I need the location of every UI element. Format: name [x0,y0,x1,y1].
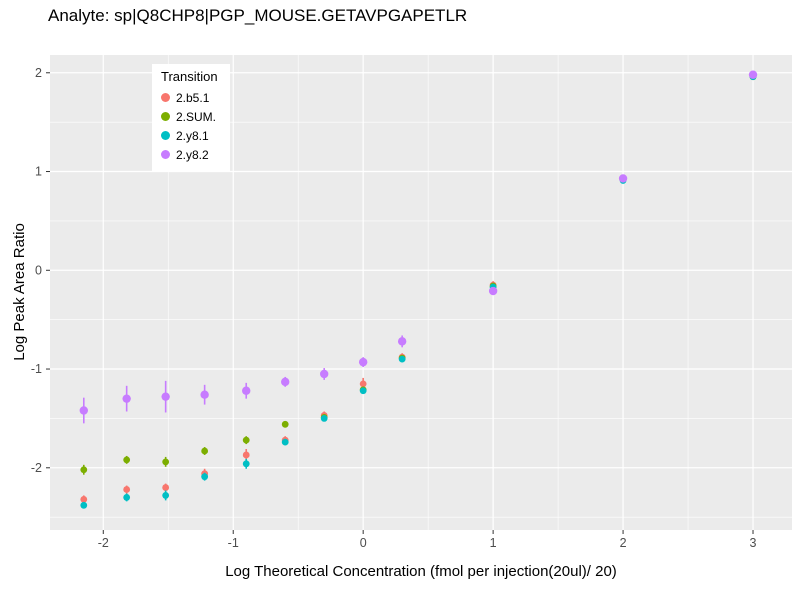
data-point [281,377,290,387]
data-point [488,286,498,296]
data-point [281,438,289,446]
data-point [281,420,289,428]
y-axis-title: Log Peak Area Ratio [11,223,28,361]
legend-key-dot [161,131,170,140]
legend-item: 2.y8.2 [161,145,218,164]
legend-label: 2.y8.2 [176,147,209,162]
x-tick-label: 3 [750,536,757,550]
legend-item: 2.SUM. [161,107,218,126]
x-tick-label: 1 [490,536,497,550]
data-point [242,451,250,459]
plot-title: Analyte: sp|Q8CHP8|PGP_MOUSE.GETAVPGAPET… [48,6,468,25]
data-point [397,337,407,346]
data-point [162,484,170,491]
x-axis-title: Log Theoretical Concentration (fmol per … [225,563,617,580]
data-point [123,486,131,493]
legend-key-dot [161,112,170,121]
legend-item: 2.y8.1 [161,126,218,145]
legend-items: 2.b5.1 2.SUM. 2.y8.1 2.y8.2 [161,88,218,164]
data-point [319,369,329,379]
y-tick-label: 1 [35,165,42,179]
data-point [200,390,209,399]
data-point [242,436,250,444]
y-tick-label: -1 [31,362,42,376]
x-tick-label: -1 [228,536,239,550]
data-point [162,458,170,466]
data-point [79,406,88,415]
x-tick-label: -2 [98,536,109,550]
legend-key-dot [161,93,170,102]
y-tick-label: 0 [35,263,42,277]
data-point [80,501,88,509]
y-tick-label: -2 [31,461,42,475]
legend-label: 2.SUM. [176,109,217,124]
data-point [242,386,251,395]
data-point [161,392,170,401]
legend-item: 2.b5.1 [161,88,218,107]
data-point [201,473,209,481]
x-tick-label: 0 [360,536,367,550]
data-point [123,456,131,464]
data-point [748,70,758,79]
legend-label: 2.y8.1 [176,128,209,143]
data-point [359,387,367,395]
y-tick-label: 2 [35,66,42,80]
x-tick-label: 2 [620,536,627,550]
data-point [398,355,406,363]
data-point [122,394,131,403]
data-point [359,380,367,388]
legend-label: 2.b5.1 [176,90,210,105]
data-point [123,494,131,501]
legend-title: Transition [161,69,218,84]
data-point [80,495,88,503]
data-point [358,357,368,367]
data-point [242,460,250,468]
data-point [320,415,328,422]
legend: Transition 2.b5.1 2.SUM. 2.y8.1 2.y8.2 [152,64,230,171]
data-point [80,466,88,474]
legend-key-dot [161,150,170,159]
data-point [201,447,209,455]
data-point [162,492,170,499]
data-point [618,174,628,183]
